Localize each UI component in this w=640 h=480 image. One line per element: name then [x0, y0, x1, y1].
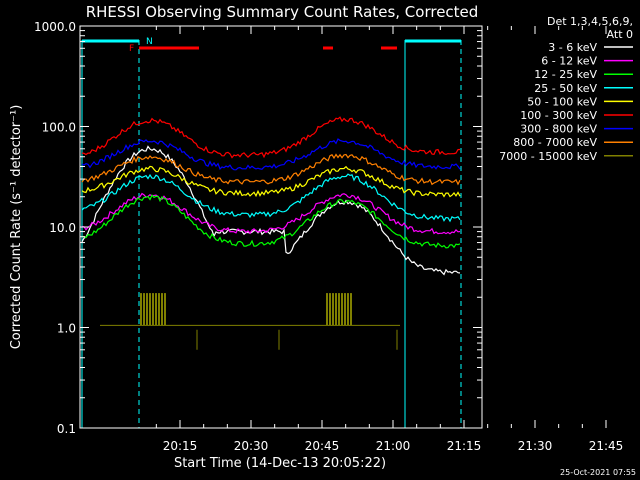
legend-entry-label: 3 - 6 keV — [548, 41, 597, 54]
x-tick-label: 20:30 — [234, 439, 269, 453]
legend-entry-label: 300 - 800 keV — [520, 123, 597, 136]
x-tick-label: 20:15 — [163, 439, 198, 453]
legend-entry-label: 12 - 25 keV — [534, 68, 597, 81]
chart-title: RHESSI Observing Summary Count Rates, Co… — [86, 3, 479, 21]
night-flag-label: N — [146, 37, 153, 47]
y-tick-label: 0.1 — [57, 422, 76, 436]
y-tick-label: 10.0 — [49, 221, 76, 235]
series-line — [81, 173, 461, 223]
y-tick-label: 100.0 — [42, 121, 76, 135]
plot-frame — [79, 25, 483, 429]
flare-flag-label: F — [129, 44, 134, 54]
legend-entry-label: 25 - 50 keV — [534, 82, 597, 95]
y-axis-label: Corrected Count Rate (s⁻¹ detector⁻¹) — [9, 105, 24, 350]
generation-timestamp: 25-Oct-2021 07:55 — [560, 468, 636, 477]
x-axis-label: Start Time (14-Dec-13 20:05:22) — [174, 456, 386, 471]
x-tick-label: 20:45 — [305, 439, 340, 453]
legend-header-line-2: Att 0 — [607, 28, 633, 41]
legend-entry-label: 800 - 7000 keV — [513, 136, 597, 149]
series-line — [81, 116, 461, 159]
legend-entry-label: 7000 - 15000 keV — [499, 150, 597, 163]
y-tick-label: 1000.0 — [34, 20, 76, 34]
series-line — [81, 138, 461, 171]
series-line — [81, 194, 461, 249]
series-line — [81, 192, 461, 235]
legend-entry-label: 100 - 300 keV — [520, 109, 597, 122]
x-tick-label: 21:30 — [518, 439, 553, 453]
x-tick-label: 21:15 — [447, 439, 482, 453]
x-tick-label: 21:45 — [589, 439, 624, 453]
y-tick-label: 1.0 — [57, 322, 76, 336]
series-line — [81, 145, 461, 276]
x-tick-label: 21:00 — [376, 439, 411, 453]
series-line — [81, 165, 461, 198]
axes: 1000.0 100.0 10.0 1.0 0.1 20:15 20:30 20:45 21:0… — [34, 20, 623, 453]
legend-entry-label: 50 - 100 keV — [527, 95, 597, 108]
legend-header-line-1: Det 1,3,4,5,6,9, — [547, 15, 633, 28]
chart-marks: FN — [81, 37, 462, 428]
series-line — [81, 153, 461, 186]
legend-entry-label: 6 - 12 keV — [541, 55, 597, 68]
